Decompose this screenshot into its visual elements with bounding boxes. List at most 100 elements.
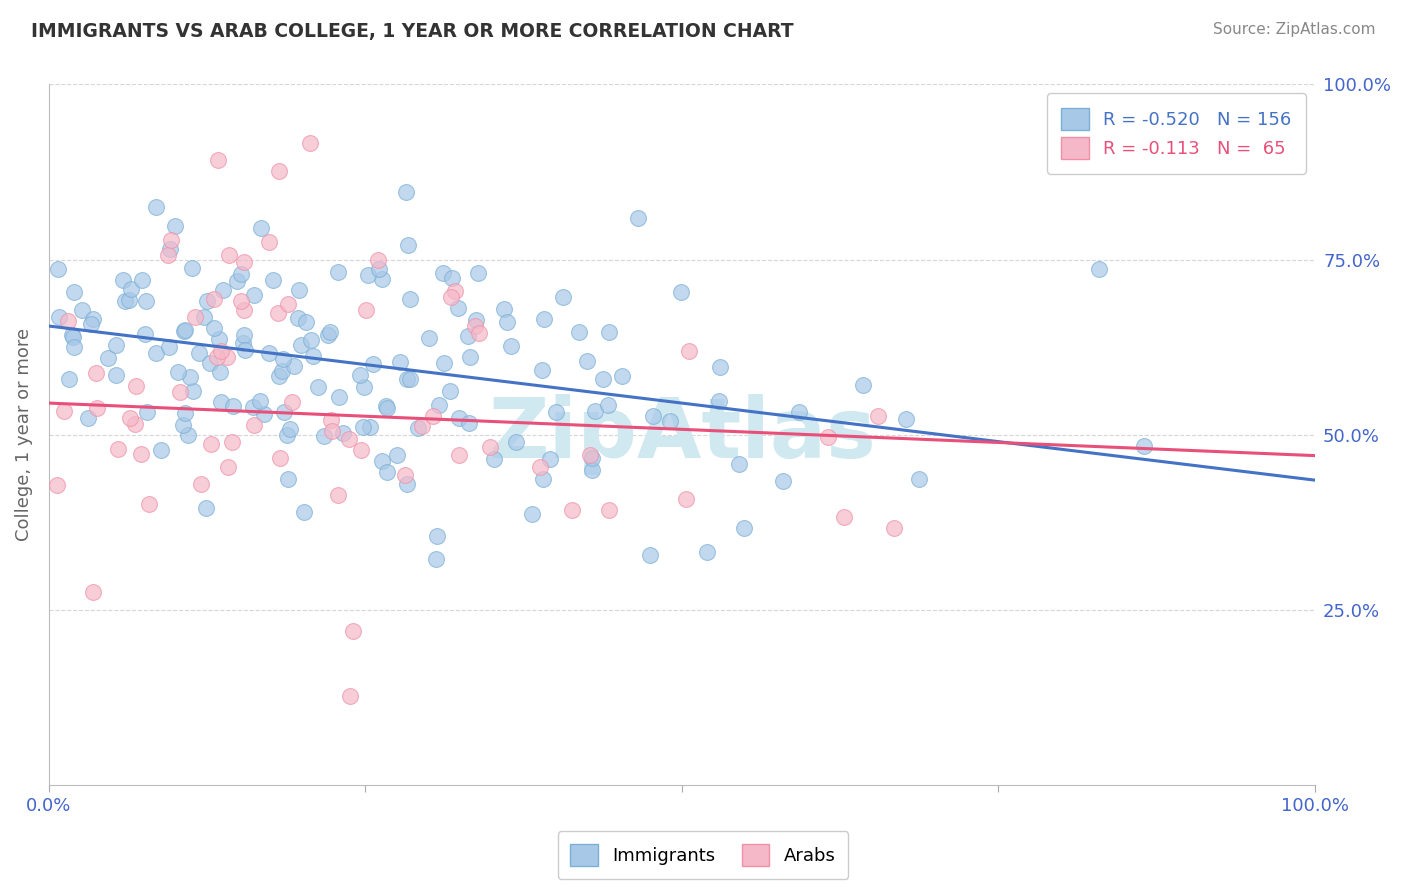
Point: [53, 404, 76, 418]
Point: [208, 365, 231, 379]
Point: [449, 448, 471, 462]
Point: [217, 351, 239, 365]
Point: [538, 452, 561, 467]
Point: [406, 421, 429, 435]
Point: [253, 407, 276, 421]
Point: [371, 453, 394, 467]
Legend: Immigrants, Arabs: Immigrants, Arabs: [558, 831, 848, 879]
Point: [242, 400, 264, 414]
Point: [332, 425, 354, 440]
Point: [208, 332, 231, 346]
Point: [443, 285, 465, 299]
Point: [262, 273, 284, 287]
Point: [209, 394, 232, 409]
Point: [395, 372, 418, 386]
Point: [84, 366, 107, 380]
Point: [896, 412, 918, 426]
Point: [80, 317, 103, 331]
Point: [277, 297, 299, 311]
Point: [179, 370, 201, 384]
Point: [426, 529, 449, 543]
Y-axis label: College, 1 year or more: College, 1 year or more: [15, 328, 32, 541]
Point: [675, 492, 697, 507]
Point: [63, 340, 86, 354]
Point: [482, 452, 505, 467]
Point: [353, 380, 375, 394]
Point: [292, 505, 315, 519]
Point: [249, 394, 271, 409]
Point: [328, 390, 350, 404]
Point: [218, 248, 240, 262]
Point: [56, 313, 79, 327]
Point: [398, 293, 420, 307]
Point: [112, 273, 135, 287]
Point: [198, 356, 221, 370]
Point: [696, 545, 718, 559]
Point: [852, 378, 875, 392]
Point: [319, 325, 342, 339]
Point: [312, 429, 335, 443]
Point: [104, 368, 127, 383]
Point: [181, 384, 204, 398]
Point: [283, 359, 305, 374]
Point: [145, 200, 167, 214]
Point: [60, 328, 83, 343]
Point: [165, 219, 187, 234]
Point: [173, 406, 195, 420]
Point: [193, 310, 215, 324]
Point: [464, 319, 486, 334]
Point: [659, 414, 682, 428]
Point: [492, 301, 515, 316]
Point: [120, 411, 142, 425]
Point: [217, 459, 239, 474]
Point: [159, 242, 181, 256]
Point: [598, 503, 620, 517]
Point: [232, 335, 254, 350]
Point: [396, 238, 419, 252]
Point: [125, 378, 148, 392]
Point: [316, 327, 339, 342]
Point: [389, 355, 412, 369]
Point: [551, 290, 574, 304]
Point: [468, 326, 491, 340]
Point: [58, 372, 80, 386]
Point: [427, 398, 450, 412]
Point: [233, 343, 256, 358]
Point: [48, 310, 70, 324]
Point: [832, 509, 855, 524]
Point: [273, 405, 295, 419]
Point: [207, 350, 229, 364]
Point: [145, 346, 167, 360]
Point: [257, 346, 280, 360]
Point: [727, 457, 749, 471]
Point: [627, 211, 650, 225]
Point: [195, 500, 218, 515]
Point: [568, 326, 591, 340]
Point: [86, 401, 108, 416]
Point: [678, 343, 700, 358]
Point: [529, 459, 551, 474]
Point: [505, 435, 527, 450]
Point: [337, 432, 360, 446]
Point: [1088, 261, 1111, 276]
Point: [367, 253, 389, 268]
Point: [458, 350, 481, 364]
Point: [294, 315, 316, 329]
Point: [396, 477, 419, 491]
Point: [188, 345, 211, 359]
Point: [62, 330, 84, 344]
Point: [669, 285, 692, 300]
Point: [531, 362, 554, 376]
Point: [149, 443, 172, 458]
Point: [357, 268, 380, 282]
Point: [257, 235, 280, 249]
Point: [226, 274, 249, 288]
Point: [124, 417, 146, 431]
Point: [232, 327, 254, 342]
Point: [457, 416, 479, 430]
Point: [465, 312, 488, 326]
Point: [209, 344, 232, 359]
Point: [233, 303, 256, 318]
Point: [278, 422, 301, 436]
Point: [250, 221, 273, 235]
